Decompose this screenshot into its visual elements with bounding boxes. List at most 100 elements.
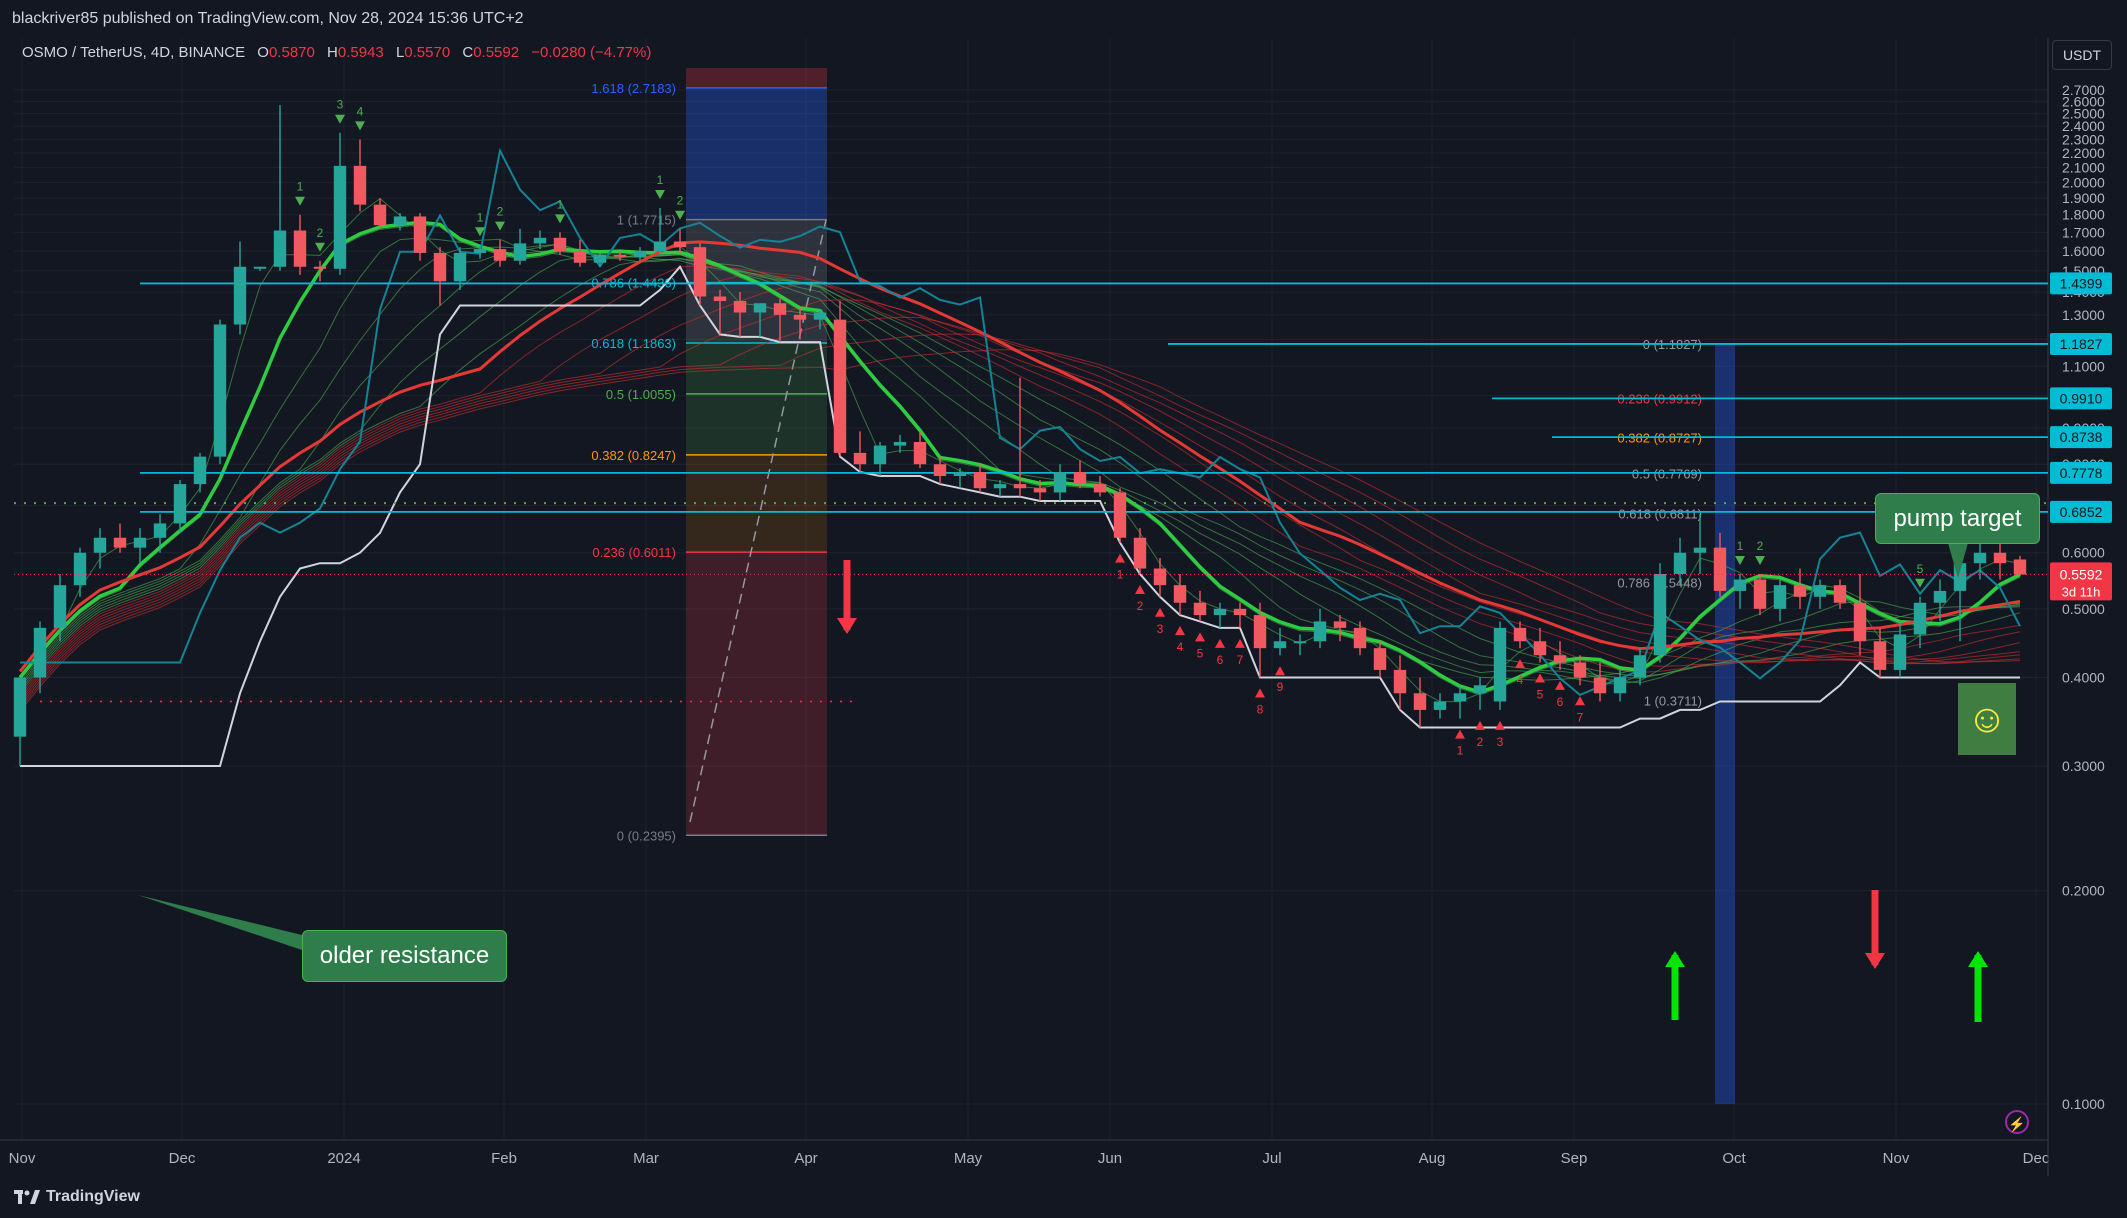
candle-body [1733, 579, 1747, 591]
td-sell-marker [1135, 584, 1145, 594]
candle-body [593, 254, 607, 263]
footer-bar [0, 1176, 2127, 1218]
ma-slow-line [18, 240, 2021, 673]
y-tick-label: 2.1000 [2062, 159, 2105, 175]
fib-right-label: 1 (0.3711) [1644, 694, 1702, 709]
high-label: H [327, 44, 338, 61]
price-tag-label: 0.7778 [2060, 465, 2103, 481]
pump-target-pointer [1948, 543, 1968, 578]
td-sell-marker [1155, 607, 1165, 617]
td-count-label: 5 [1917, 562, 1924, 576]
td-count-label: 3 [1497, 735, 1504, 749]
brand-label: TradingView [46, 1188, 140, 1205]
currency-button[interactable]: USDT [2052, 40, 2112, 70]
candle-body [493, 249, 507, 261]
candle-body [413, 216, 427, 253]
candle-body [1413, 693, 1427, 710]
candle-body [1713, 547, 1727, 591]
candle-body [53, 585, 67, 628]
candle-body [1633, 655, 1647, 678]
y-tick-label: 1.1000 [2062, 358, 2105, 374]
candle-body [1253, 615, 1267, 649]
candle-body [1033, 488, 1047, 493]
candle-body [1873, 641, 1887, 670]
lightning-icon[interactable]: ⚡ [2005, 1110, 2029, 1134]
td-count-label: 2 [1477, 735, 1484, 749]
candle-body [1973, 552, 1987, 564]
td-count-label: 1 [657, 173, 664, 187]
td-sell-marker [1255, 688, 1265, 698]
candle-body [1853, 602, 1867, 642]
td-count-label: 1 [297, 180, 304, 194]
candle-body [273, 230, 287, 267]
sell-arrow-head [837, 618, 857, 634]
candle-body [1453, 693, 1467, 702]
candle-body [573, 250, 587, 263]
candle-body [613, 254, 627, 257]
td-sell-marker [1115, 553, 1125, 563]
td-sell-marker [1575, 696, 1585, 706]
td-count-label: 1 [1117, 568, 1124, 582]
fib-zone-right [1715, 343, 1735, 1104]
candle-body [1173, 585, 1187, 603]
candle-body [1553, 655, 1567, 663]
last-price-countdown: 3d 11h [2062, 584, 2101, 599]
fib-level-label: 0.618 (1.1863) [591, 336, 676, 351]
fib-level-label: 0.382 (0.8247) [591, 448, 676, 463]
td-sell-marker [1235, 638, 1245, 648]
td-count-label: 8 [1257, 702, 1264, 716]
y-tick-label: 1.9000 [2062, 190, 2105, 206]
price-tag-bg [2050, 332, 2112, 355]
candle-body [1653, 573, 1667, 656]
candle-body [1213, 608, 1227, 616]
candle-body [553, 237, 567, 251]
candle-body [113, 537, 127, 548]
close-value: 0.5592 [473, 44, 520, 61]
candle-body [1233, 608, 1247, 616]
fib-level-label: 1.618 (2.7183) [591, 81, 676, 96]
td-buy-marker [335, 114, 345, 124]
ma-ribbon-line [19, 274, 2021, 699]
candle-body [773, 303, 787, 315]
td-count-label: 3 [1157, 622, 1164, 636]
fib-zone-green [686, 343, 827, 455]
open-label: O [257, 44, 269, 61]
symbol-label[interactable]: OSMO / TetherUS, 4D, BINANCE [22, 44, 246, 61]
candle-body [1393, 669, 1407, 694]
td-buy-marker [475, 227, 485, 237]
td-count-label: 1 [1457, 744, 1464, 758]
y-tick-label: 2.0000 [2062, 174, 2105, 190]
price-tag-bg [2050, 426, 2112, 449]
td-sell-marker [1455, 729, 1465, 739]
candle-body [213, 324, 227, 457]
candle-body [453, 252, 467, 282]
td-buy-marker [495, 221, 505, 231]
td-buy-marker [675, 210, 685, 220]
pump-target-callout: pump target [1875, 493, 2040, 544]
td-count-label: 6 [1557, 695, 1564, 709]
candle-body [1813, 585, 1827, 597]
candle-body [1533, 641, 1547, 656]
close-label: C [462, 44, 474, 61]
td-sell-marker [1475, 720, 1485, 730]
td-count-label: 2 [497, 205, 504, 219]
candle-body [73, 552, 87, 586]
price-tag-bg [2050, 272, 2112, 295]
candle-body [853, 452, 867, 465]
price-tag-label: 0.8738 [2060, 429, 2103, 445]
candle-body [733, 300, 747, 313]
candle-body [813, 312, 827, 320]
candle-body [1313, 621, 1327, 642]
candle-body [313, 266, 327, 269]
candle-body [1693, 547, 1707, 553]
open-value: 0.5870 [268, 44, 315, 61]
brand[interactable]: TradingView [14, 1188, 140, 1206]
candle-body [873, 445, 887, 465]
last-price-value: 0.5592 [2060, 566, 2103, 582]
ma-ribbon-line [19, 265, 2021, 696]
candle-body [293, 230, 307, 267]
candle-body [1333, 621, 1347, 628]
td-buy-marker [295, 196, 305, 206]
td-buy-marker [1735, 555, 1745, 565]
